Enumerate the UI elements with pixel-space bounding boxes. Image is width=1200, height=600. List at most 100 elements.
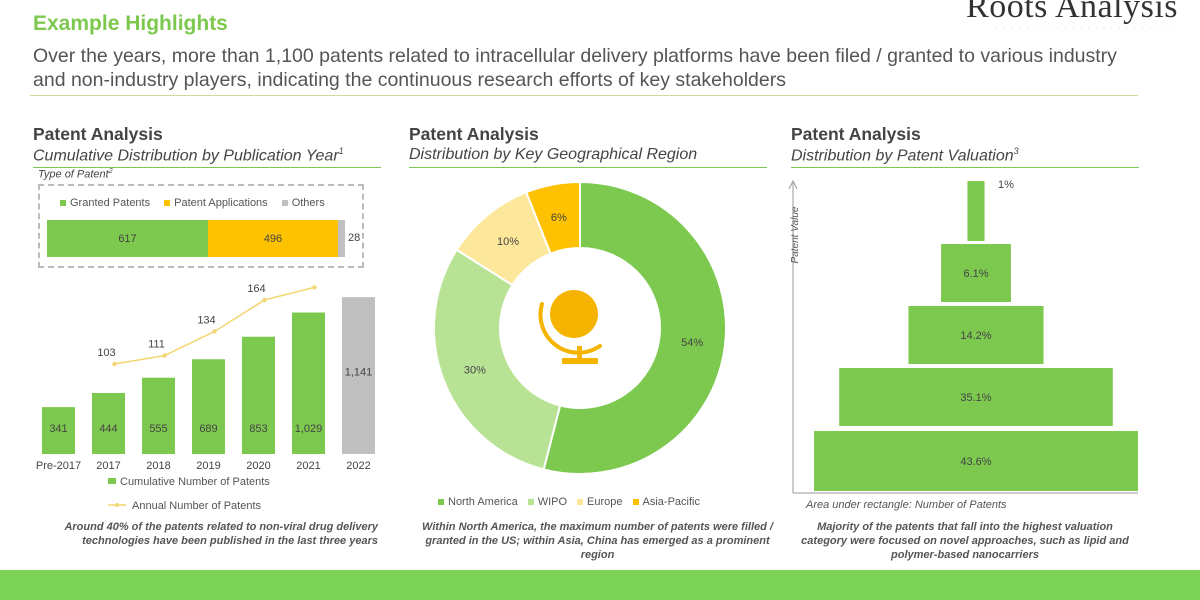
legend-item-others: Others <box>281 197 325 209</box>
panel-1-subtitle: Cumulative Distribution by Publication Y… <box>33 146 344 165</box>
pyramid-tier-label: 35.1% <box>960 392 991 404</box>
legend-swatch <box>632 499 639 505</box>
pyramid-tier-label: 6.1% <box>963 268 988 280</box>
slice-label: 6% <box>551 212 567 224</box>
annual-point <box>162 353 167 358</box>
pyramid-tier-label: 43.6% <box>960 456 991 468</box>
region-donut-chart: 54% 30% 10% 6% <box>433 180 727 475</box>
type-of-patent-box <box>38 184 364 268</box>
x-tick-label: Pre-2017 <box>36 460 81 472</box>
slice-wipo <box>433 248 562 471</box>
highlight-title: Example Highlights <box>33 12 228 35</box>
y-axis-label: Patent Value <box>790 206 801 263</box>
legend-item-granted: Granted Patents <box>60 197 150 209</box>
panel-2-subtitle: Distribution by Key Geographical Region <box>409 146 698 163</box>
slice-asia-pacific <box>524 180 581 255</box>
panel-1-note-mark: 1 <box>338 146 344 156</box>
slice-north-america <box>542 180 727 475</box>
x-tick-label: 2022 <box>346 460 370 472</box>
panel-2-heading: Patent Analysis <box>409 124 539 144</box>
bar-2018 <box>142 377 175 454</box>
annual-point <box>262 297 267 303</box>
legend-label: North America <box>448 496 518 508</box>
bar-2021 <box>292 312 325 454</box>
stack-segment-2 <box>338 220 345 257</box>
cumulative-bar-chart: 341 Pre-2017 444 2017 555 2018 689 2019 853 2020 1… <box>36 280 375 512</box>
legend-swatch <box>438 499 444 505</box>
highlight-description: Over the years, more than 1,100 patents … <box>33 45 1117 91</box>
logo-tagline-decoration: · · · · · · · · · · · · · · · · · · · · … <box>995 26 1176 32</box>
legend-label-cumulative: Cumulative Number of Patents <box>120 476 270 488</box>
legend-swatch-cumulative <box>108 478 116 484</box>
legend-swatch <box>527 499 534 505</box>
legend-label-annual: Annual Number of Patents <box>132 500 262 512</box>
panel-3-footnote: Majority of the patents that fall into t… <box>801 521 1129 561</box>
bar-value-label: 444 <box>99 423 117 435</box>
legend-label: WIPO <box>537 496 568 508</box>
x-tick-label: 2017 <box>96 460 120 472</box>
header-divider <box>30 95 1138 96</box>
bar-value-label: 1,029 <box>295 423 323 435</box>
pyramid-tier-label: 1% <box>998 179 1014 191</box>
legend-marker-annual <box>115 503 119 507</box>
pyramid-tier-5 <box>814 431 1138 491</box>
x-tick-label: 2021 <box>296 460 320 472</box>
slice-label: 30% <box>464 365 486 377</box>
panel-3-divider <box>791 167 1139 168</box>
legend-swatch-granted <box>60 200 66 206</box>
annual-point <box>212 329 217 334</box>
annual-value-label: 164 <box>247 283 265 295</box>
bar-Pre-2017 <box>42 407 75 454</box>
bar-value-label: 341 <box>49 423 67 435</box>
stack-segment-1: 496 <box>208 220 338 257</box>
x-tick-label: 2020 <box>246 460 270 472</box>
pyramid-tier-2 <box>941 244 1011 302</box>
annual-point <box>112 361 117 367</box>
legend-swatch-others <box>281 200 288 206</box>
type-of-patent-label: Type of Patent2 <box>38 168 113 181</box>
region-legend: North America WIPO Europe Asia-Pacific <box>438 496 700 508</box>
bar-value-label: 689 <box>199 423 217 435</box>
legend-item-asia-pacific: Asia-Pacific <box>632 496 700 508</box>
pyramid-tier-4 <box>839 368 1113 426</box>
type-of-patent-legend: Granted Patents Patent Applications Othe… <box>60 197 325 209</box>
annual-value-label: 103 <box>97 347 115 359</box>
legend-swatch <box>577 499 584 505</box>
pyramid-area-note: Area under rectangle: Number of Patents <box>806 499 1007 511</box>
legend-item-applications: Patent Applications <box>164 197 268 209</box>
panel-1-footnote: Around 40% of the patents related to non… <box>64 521 378 547</box>
slice-label: 10% <box>497 236 519 248</box>
bar-2022 <box>342 297 375 454</box>
bar-2020 <box>242 336 275 454</box>
globe-icon <box>538 290 602 364</box>
bar-2019 <box>192 359 225 454</box>
legend-item-wipo: WIPO <box>527 496 568 508</box>
stack-segment-0: 617 <box>47 220 208 257</box>
annual-value-label: 176 <box>297 280 315 282</box>
legend-item-europe: Europe <box>577 496 623 508</box>
bar-value-label: 555 <box>149 423 167 435</box>
legend-swatch-applications <box>164 200 171 206</box>
bottom-band <box>0 570 1200 600</box>
panel-1-heading: Patent Analysis <box>33 124 163 144</box>
panel-2-divider <box>409 167 767 168</box>
bar-value-label: 853 <box>249 423 267 435</box>
legend-label: Europe <box>587 496 623 508</box>
pyramid-tier-label: 14.2% <box>960 330 991 342</box>
pyramid-tier-1 <box>967 181 985 241</box>
valuation-pyramid-chart: Patent Value 1% 6.1% 14.2% 35.1% 43.6% <box>788 179 1138 494</box>
y-axis-arrow <box>788 179 798 190</box>
panel-2-footnote: Within North America, the maximum number… <box>422 521 773 561</box>
annual-value-label: 134 <box>197 314 215 326</box>
legend-item-north-america: North America <box>438 496 518 508</box>
legend-label: Asia-Pacific <box>642 496 700 508</box>
type-of-patent-stacked-bar: 617 496 <box>47 220 345 257</box>
annual-value-label: 111 <box>148 339 165 351</box>
logo: Roots Analysis <box>966 0 1178 25</box>
panel-3-subtitle: Distribution by Patent Valuation3 <box>791 146 1019 165</box>
x-tick-label: 2019 <box>196 460 220 472</box>
panel-3-heading: Patent Analysis <box>791 124 921 144</box>
pyramid-tier-3 <box>908 306 1044 364</box>
stack-label-others: 28 <box>348 232 361 244</box>
annual-point <box>312 285 317 290</box>
